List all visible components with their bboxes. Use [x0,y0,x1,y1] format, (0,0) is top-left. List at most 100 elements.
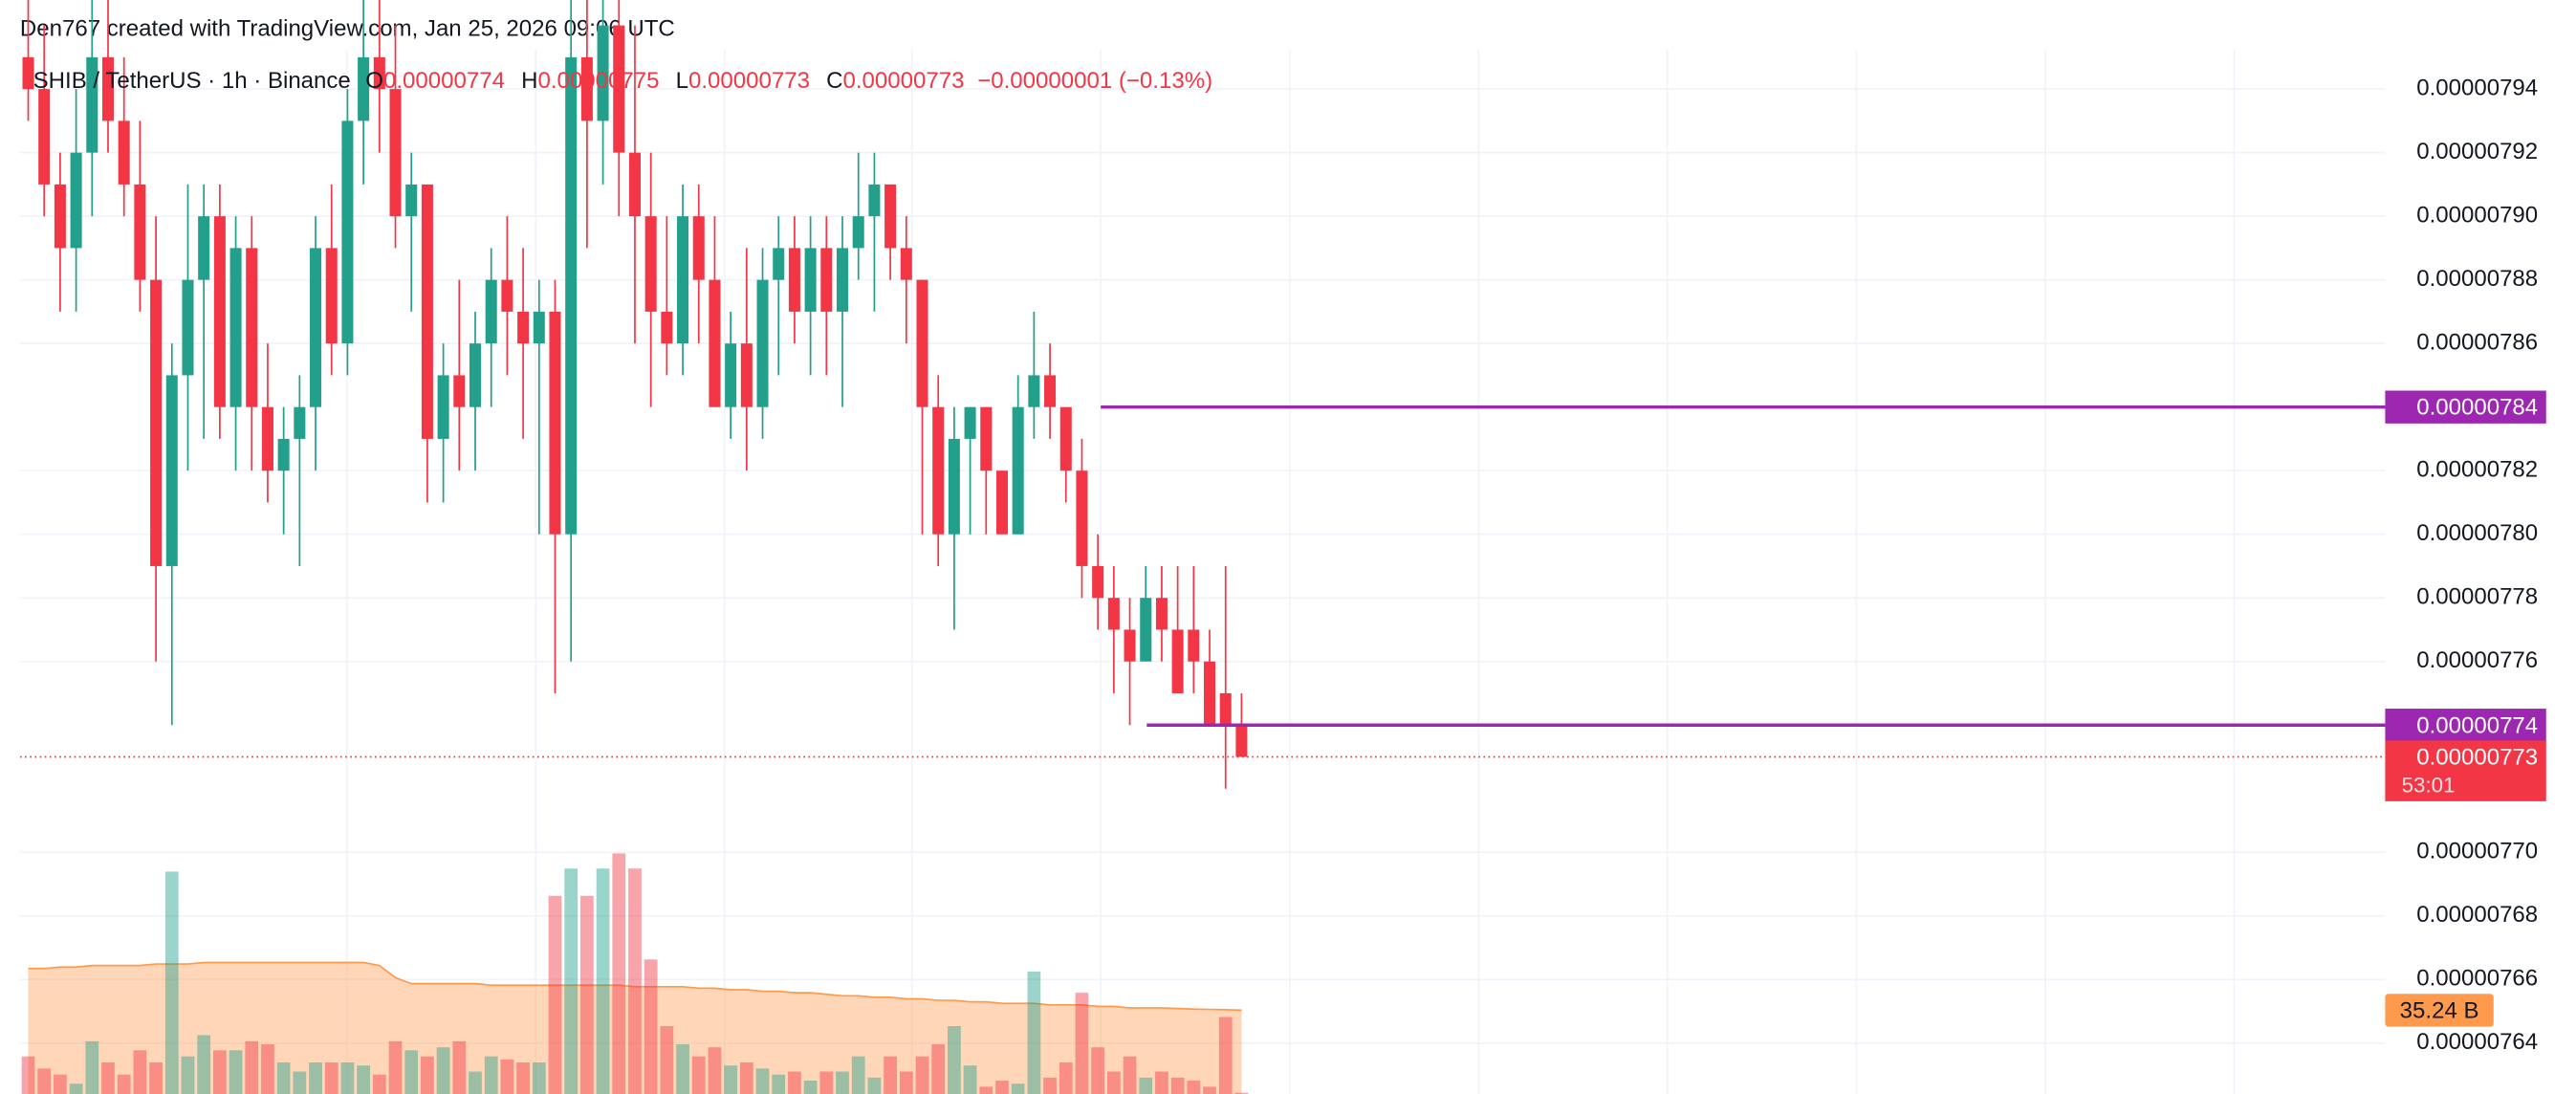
candle-body [118,120,130,185]
volume-bar [1091,1047,1105,1094]
y-tick-label: 0.00000792 [2416,139,2538,164]
candle-body [501,279,513,312]
y-tick-label: 0.00000770 [2416,839,2538,864]
candle-body [54,184,66,249]
volume-bar [899,1071,913,1094]
legend-value: 0.00000773 [843,68,965,94]
candle-body [964,406,976,439]
volume-bar [1075,993,1089,1094]
volume-bar [948,1026,961,1094]
candle-body [788,248,800,312]
volume-bar [372,1074,386,1094]
volume-bar [516,1062,530,1094]
candle-body [373,56,385,90]
volume-bar [1155,1071,1168,1094]
price-marker-label: 0.00000784 [2416,395,2538,421]
candle-body [1028,375,1040,407]
candle-body [70,152,82,249]
candle-body [740,343,753,407]
volume-bar [1187,1081,1201,1094]
volume-bar [644,959,658,1094]
volume-ma-marker [2385,994,2494,1027]
volume-bar [803,1081,818,1094]
candle-body [1059,406,1072,471]
volume-bar [1203,1086,1216,1094]
legend-change: −0.00000001 (−0.13%) [977,68,1212,94]
candle-body [1124,629,1136,662]
candle-body [900,248,912,280]
volume-bar [1011,1083,1025,1094]
y-tick-label: 0.00000766 [2416,966,2538,992]
volume-bar [261,1044,274,1094]
last-price-label: 0.00000773 [2416,745,2538,771]
candle-body [580,56,593,121]
legend: SHIB / TetherUS · 1h · Binance O 0.0000077… [33,68,1212,94]
price-marker-label: 0.00000774 [2416,712,2538,738]
candle-body [852,216,864,249]
candle-body [294,406,306,439]
volume-bar [580,895,594,1094]
volume-bar [229,1050,243,1094]
candle-body [246,248,258,407]
candle-body [565,56,578,535]
candle-body [517,311,530,344]
volume-bar [1218,1017,1233,1094]
candle-body [756,279,769,407]
candle-body [165,375,178,566]
legend-value: 0.00000775 [537,68,659,94]
candle-body [229,248,242,407]
volume-ma-line [28,961,1242,1012]
volume-bar [245,1040,259,1094]
candle-body [868,184,881,217]
volume-bar [739,1062,753,1094]
volume-bar [1123,1056,1137,1094]
volume-ma-area [28,962,1242,1094]
candle-body [101,56,115,121]
candle-body [1092,565,1104,599]
volume-bar [1234,1092,1249,1094]
y-tick-label: 0.00000786 [2416,330,2538,356]
volume-bar [1027,971,1041,1094]
volume-bar [979,1086,993,1094]
volume-bar [660,1026,674,1094]
candle-body [358,56,370,121]
candle-body [932,406,945,535]
candle-body [1188,629,1200,662]
price-marker [2385,390,2546,424]
volume-bar [564,868,579,1094]
volume-bar [836,1071,849,1094]
legend-symbol: SHIB / TetherUS · 1h · Binance [33,68,351,94]
y-tick-label: 0.00000788 [2416,266,2538,292]
candle-body [1235,725,1248,757]
candle-body [1219,692,1232,726]
y-tick-label: 0.00000790 [2416,202,2538,228]
candle-body [884,184,897,249]
volume-bar [85,1040,99,1094]
volume-bar [469,1071,482,1094]
volume-bar [691,1056,706,1094]
candle-body [1155,598,1168,630]
y-tick-label: 0.00000776 [2416,647,2538,673]
candle-body [310,248,322,407]
last-price-marker [2385,740,2546,801]
volume-bar [931,1044,946,1094]
volume-ma-value: 35.24 B [2400,997,2479,1023]
volume-bar [884,1056,897,1094]
volume-bar [851,1056,865,1094]
volume-bar [388,1040,403,1094]
candle-body [38,89,51,185]
volume-bar [149,1062,163,1094]
volume-bar [755,1068,770,1094]
volume-bar [1043,1077,1057,1094]
y-tick-label: 0.00000794 [2416,75,2538,100]
volume-bar [724,1065,738,1094]
volume-bar [1170,1077,1185,1094]
candle-body [692,216,705,280]
candle-body [198,216,210,280]
candle-body [725,343,737,407]
volume-bar [1106,1071,1121,1094]
candle-body [709,279,721,407]
legend-key: O [365,68,383,94]
volume-bar [293,1071,307,1094]
